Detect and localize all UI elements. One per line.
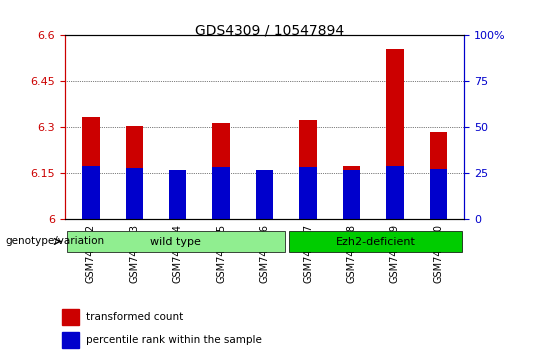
Bar (430, 169, 447, 219)
Bar (386, 166, 403, 219)
Bar (299, 120, 317, 219)
Bar (169, 170, 186, 219)
Bar (299, 167, 317, 219)
Bar (62, 332, 79, 348)
Bar (256, 170, 273, 219)
Text: percentile rank within the sample: percentile rank within the sample (86, 335, 262, 346)
Bar (82, 117, 99, 219)
Bar (67, 231, 285, 252)
Text: wild type: wild type (150, 236, 201, 247)
Text: GDS4309 / 10547894: GDS4309 / 10547894 (195, 23, 345, 37)
Bar (62, 309, 79, 325)
Bar (343, 170, 360, 219)
Bar (126, 168, 143, 219)
Text: Ezh2-deficient: Ezh2-deficient (336, 236, 416, 247)
Text: transformed count: transformed count (86, 312, 184, 322)
Bar (82, 166, 99, 219)
Bar (430, 132, 447, 219)
Bar (169, 170, 186, 219)
Text: genotype/variation: genotype/variation (5, 236, 105, 246)
Bar (386, 49, 403, 219)
Bar (256, 170, 273, 219)
Bar (289, 231, 462, 252)
Bar (126, 126, 143, 219)
Bar (343, 166, 360, 219)
Bar (212, 167, 230, 219)
Bar (212, 123, 230, 219)
